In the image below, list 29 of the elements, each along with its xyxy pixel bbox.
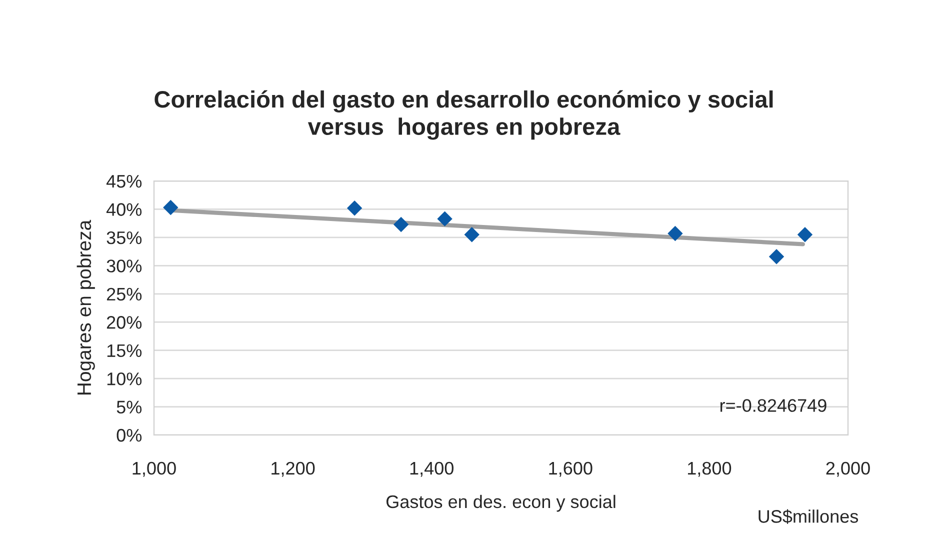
point [668, 226, 683, 242]
point [163, 200, 178, 216]
y-tick-label: 25% [106, 288, 142, 301]
y-tick-label: 20% [106, 316, 142, 329]
annotation: r=-0.8246749 [720, 399, 826, 412]
point [393, 216, 409, 232]
y-tick-label: 35% [106, 231, 142, 244]
point [464, 227, 480, 242]
x-tick-label: 1,000 [132, 462, 176, 477]
x-tick-label: 1,800 [688, 462, 732, 477]
x-axis-title: Gastos en des. econ y social [386, 494, 616, 512]
point [797, 227, 813, 242]
x-tick-label: 2,000 [826, 462, 870, 477]
text: US$millones [758, 509, 858, 524]
x-tick-label: 1,600 [549, 462, 592, 477]
x-tick-label: 1,400 [410, 462, 454, 477]
y-tick-label: 5% [116, 400, 142, 414]
y-tick-label: 40% [106, 203, 142, 216]
point [437, 211, 452, 226]
y-tick-label: 30% [106, 260, 142, 272]
y-tick-label: 45% [106, 175, 142, 188]
chart-title: Correlación del gasto en desarrollo económico y social versus hogares en pobreza [154, 90, 773, 140]
point [768, 249, 784, 264]
point [346, 200, 362, 216]
x-tick-label: 1,200 [272, 462, 315, 477]
y-tick-label: 10% [107, 372, 142, 386]
y-tick-label: 15% [107, 344, 142, 358]
y-axis-title: Hogares en pobreza [76, 220, 95, 394]
y-tick-label: 0% [116, 428, 142, 442]
